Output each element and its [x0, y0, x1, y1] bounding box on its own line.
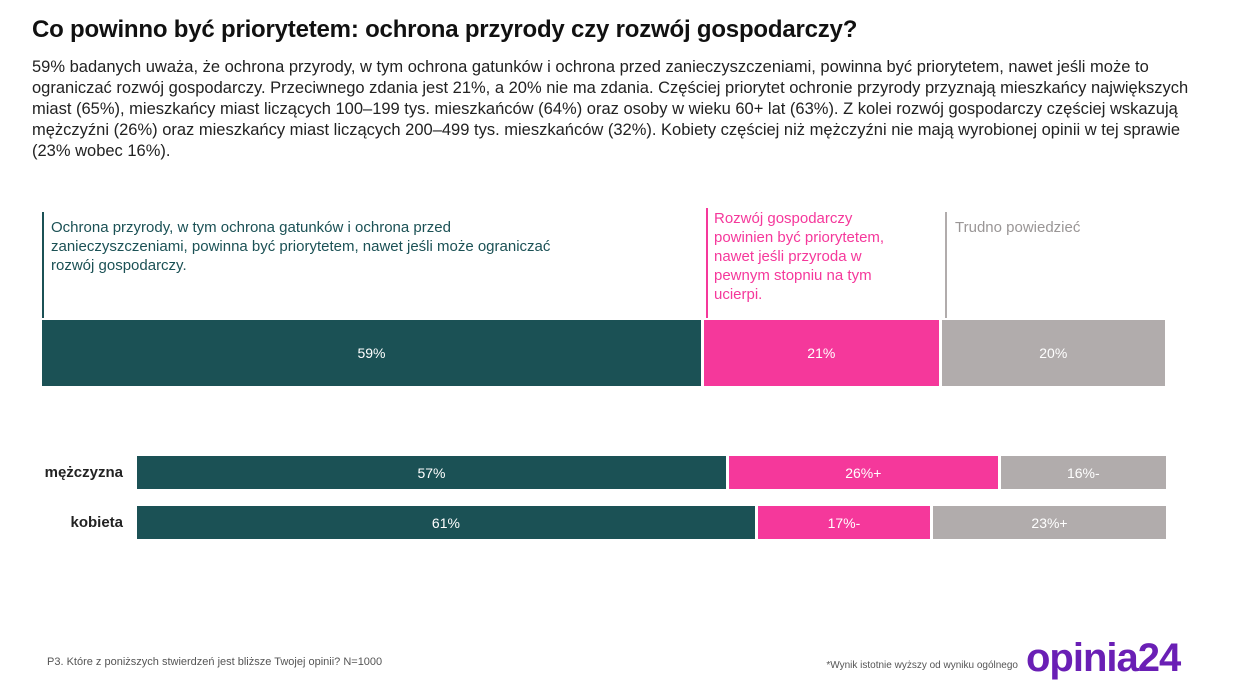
overall-segment-economy: 21% [704, 320, 939, 386]
women-label-unsure: 23%+ [1031, 514, 1068, 531]
men-label-unsure: 16%- [1066, 464, 1100, 481]
legend-line-nature [42, 212, 44, 318]
overall-label-unsure: 20% [1039, 345, 1068, 361]
women-bar: 61% 17%- 23%+ [137, 506, 1166, 539]
legend-line-economy [706, 208, 708, 318]
row-label-men: mężczyzna [44, 464, 123, 481]
overall-label-economy: 21% [807, 345, 836, 361]
overall-bar: 59% 21% 20% [42, 320, 1165, 386]
row-label-women: kobieta [70, 514, 123, 531]
survey-question: P3. Które z poniższych stwierdzeń jest b… [47, 656, 383, 668]
legend-unsure: Trudno powiedzieć [955, 219, 1081, 236]
legend-nature: Ochrona przyrody, w tym ochrona gatunków… [51, 219, 551, 274]
legend-line-unsure [945, 212, 947, 318]
men-label-nature: 57% [417, 464, 446, 481]
men-segment-unsure: 16%- [1000, 456, 1166, 489]
significance-note: *Wynik istotnie wyższy od wyniku ogólneg… [826, 660, 1018, 671]
women-label-nature: 61% [431, 514, 460, 531]
women-segment-economy: 17%- [757, 506, 931, 539]
men-bar: 57% 26%+ 16%- [137, 456, 1166, 489]
overall-label-nature: 59% [357, 345, 386, 361]
overall-segment-nature: 59% [42, 320, 702, 386]
legend-economy: Rozwój gospodarczy powinien być prioryte… [714, 210, 885, 303]
opinia24-logo: opinia24 [1026, 636, 1181, 680]
men-label-economy: 26%+ [845, 464, 882, 481]
description: 59% badanych uważa, że ochrona przyrody,… [32, 58, 1189, 160]
women-segment-unsure: 23%+ [933, 506, 1166, 539]
page-title: Co powinno być priorytetem: ochrona przy… [32, 16, 858, 43]
women-label-economy: 17%- [827, 514, 861, 531]
women-segment-nature: 61% [137, 506, 755, 539]
men-segment-nature: 57% [137, 456, 726, 489]
men-segment-economy: 26%+ [728, 456, 998, 489]
overall-segment-unsure: 20% [941, 320, 1165, 386]
